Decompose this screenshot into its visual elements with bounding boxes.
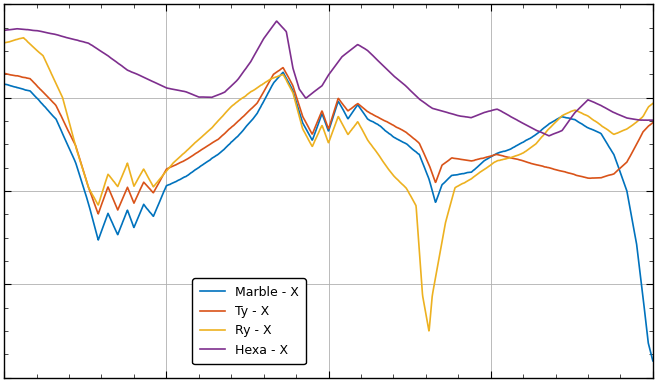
Ty - X: [299, 115, 307, 120]
Ty - X: [649, 120, 657, 125]
Hexa - X: [631, 117, 639, 121]
Ry - X: [0, 40, 8, 45]
Line: Hexa - X: Hexa - X: [4, 21, 653, 136]
Ry - X: [425, 329, 433, 333]
Ty - X: [631, 146, 639, 151]
Hexa - X: [316, 85, 324, 90]
Ty - X: [0, 71, 8, 76]
Marble - X: [631, 230, 639, 234]
Marble - X: [34, 96, 41, 101]
Ty - X: [95, 212, 102, 216]
Ty - X: [512, 157, 520, 161]
Ry - X: [631, 121, 639, 126]
Ry - X: [34, 49, 41, 53]
Line: Ry - X: Ry - X: [4, 38, 653, 331]
Ry - X: [512, 154, 520, 158]
Hexa - X: [631, 117, 639, 121]
Marble - X: [316, 117, 324, 122]
Ry - X: [631, 121, 639, 126]
Marble - X: [299, 121, 307, 125]
Ry - X: [316, 127, 324, 132]
Hexa - X: [649, 118, 657, 123]
Ty - X: [34, 84, 41, 89]
Ry - X: [299, 126, 307, 131]
Ty - X: [631, 146, 639, 150]
Hexa - X: [299, 92, 307, 96]
Ry - X: [649, 101, 657, 106]
Marble - X: [649, 359, 657, 363]
Ty - X: [316, 113, 324, 117]
Hexa - X: [0, 28, 8, 32]
Hexa - X: [273, 19, 281, 23]
Hexa - X: [34, 28, 41, 33]
Hexa - X: [511, 117, 519, 121]
Line: Marble - X: Marble - X: [4, 72, 653, 361]
Line: Ty - X: Ty - X: [4, 68, 653, 214]
Hexa - X: [545, 134, 553, 138]
Marble - X: [511, 144, 519, 149]
Marble - X: [0, 82, 8, 86]
Legend: Marble - X, Ty - X, Ry - X, Hexa - X: Marble - X, Ty - X, Ry - X, Hexa - X: [192, 278, 306, 364]
Ty - X: [279, 65, 287, 70]
Marble - X: [279, 70, 287, 74]
Ry - X: [20, 36, 28, 40]
Marble - X: [630, 228, 638, 232]
